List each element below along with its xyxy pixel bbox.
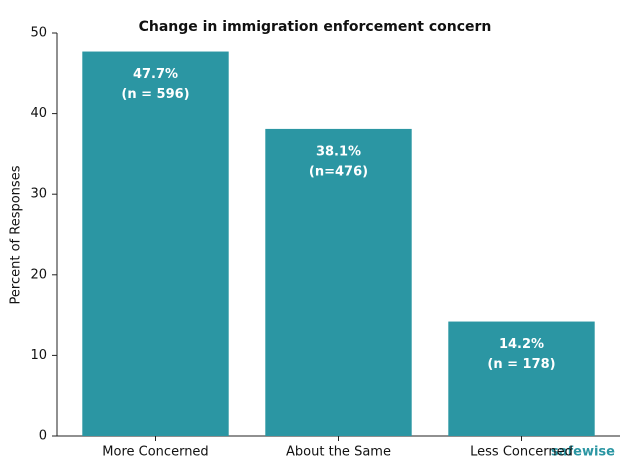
x-tick-label: About the Same: [286, 445, 391, 460]
x-tick-label: Less Concerned: [470, 445, 573, 460]
y-tick-label: 40: [30, 106, 47, 121]
watermark: safewise: [551, 445, 615, 460]
chart-title: Change in immigration enforcement concer…: [139, 19, 492, 35]
y-tick-label: 30: [30, 187, 47, 202]
y-tick-label: 10: [30, 348, 47, 363]
value-label: 47.7%: [133, 67, 178, 82]
y-tick-label: 50: [30, 26, 47, 41]
count-label: (n = 596): [121, 87, 189, 102]
bar: [265, 128, 412, 436]
value-label: 38.1%: [316, 144, 361, 159]
y-tick-label: 0: [39, 429, 47, 444]
count-label: (n = 178): [487, 357, 555, 372]
bar: [448, 321, 595, 436]
value-label: 14.2%: [499, 337, 544, 352]
y-axis-label: Percent of Responses: [9, 165, 24, 304]
count-label: (n=476): [309, 164, 368, 179]
bar: [82, 51, 229, 437]
x-tick-label: More Concerned: [102, 445, 208, 460]
y-tick-label: 20: [30, 267, 47, 282]
